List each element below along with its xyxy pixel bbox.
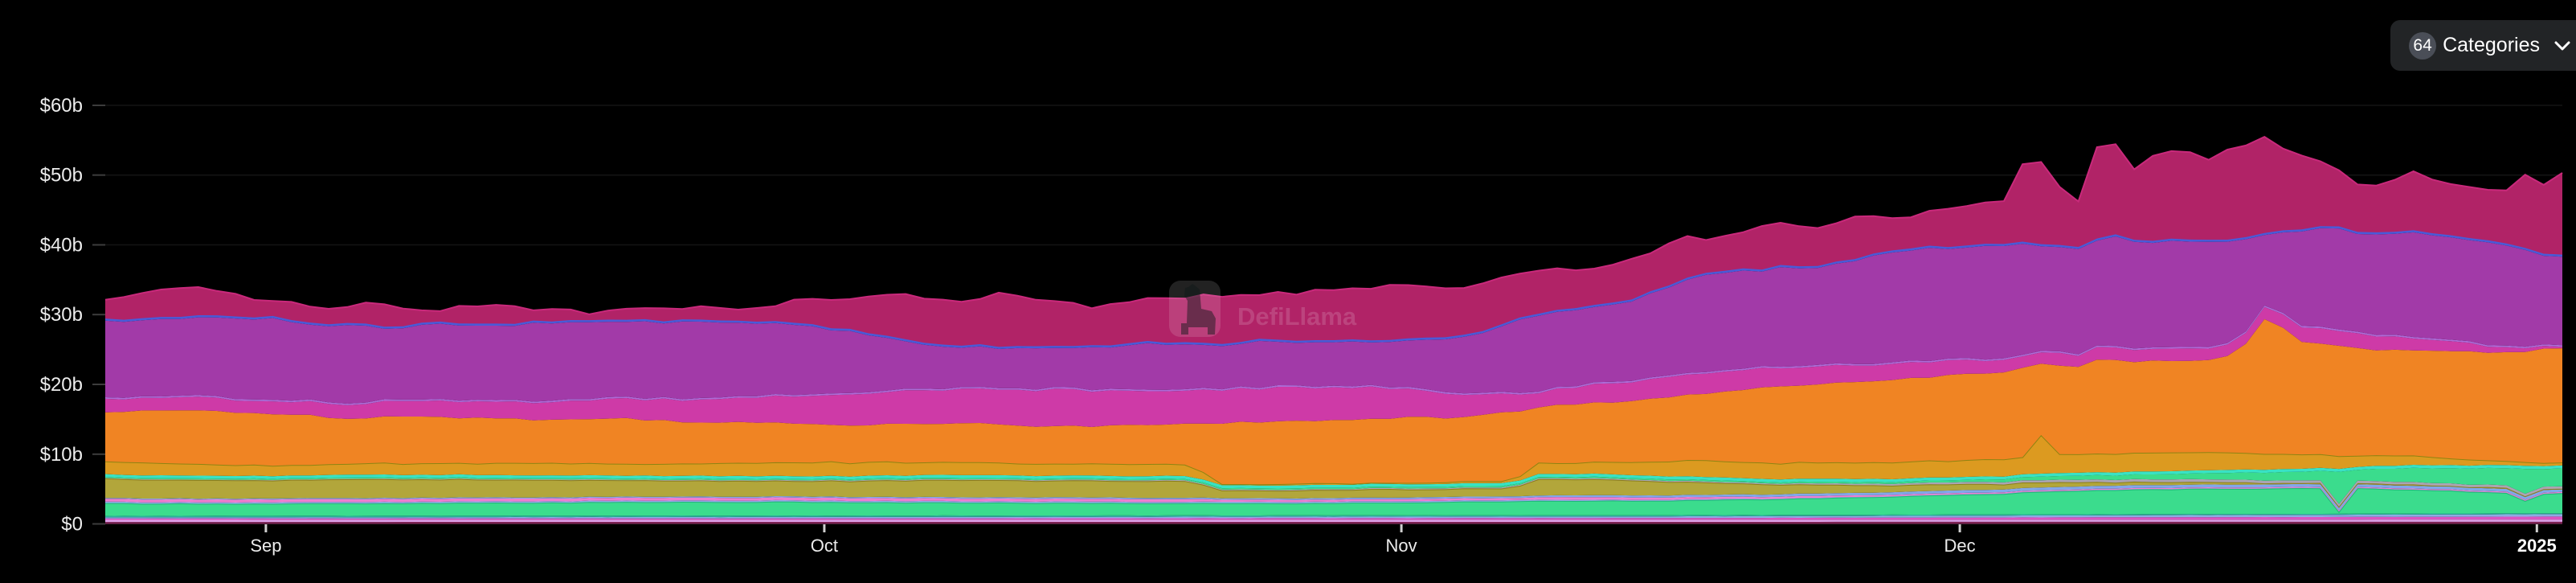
svg-text:$10b: $10b [40,444,83,466]
svg-text:Nov: Nov [1386,536,1417,556]
svg-text:Sep: Sep [250,536,281,556]
svg-text:$0: $0 [61,514,83,536]
svg-text:2025: 2025 [2517,536,2557,556]
svg-text:DefiLlama: DefiLlama [1237,302,1357,331]
svg-text:$60b: $60b [40,95,83,117]
svg-text:$30b: $30b [40,304,83,326]
svg-text:Dec: Dec [1944,536,1976,556]
svg-text:$40b: $40b [40,235,83,257]
svg-text:Oct: Oct [811,536,838,556]
svg-text:$20b: $20b [40,374,83,396]
svg-text:$50b: $50b [40,165,83,187]
